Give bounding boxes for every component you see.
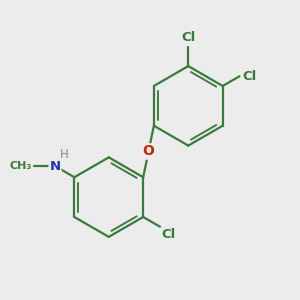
Text: CH₃: CH₃ <box>9 161 32 171</box>
Text: Cl: Cl <box>161 228 176 241</box>
Text: O: O <box>142 145 154 158</box>
Text: Cl: Cl <box>181 31 195 44</box>
Text: H: H <box>59 148 68 161</box>
Text: Cl: Cl <box>242 70 256 83</box>
Text: N: N <box>50 160 61 172</box>
